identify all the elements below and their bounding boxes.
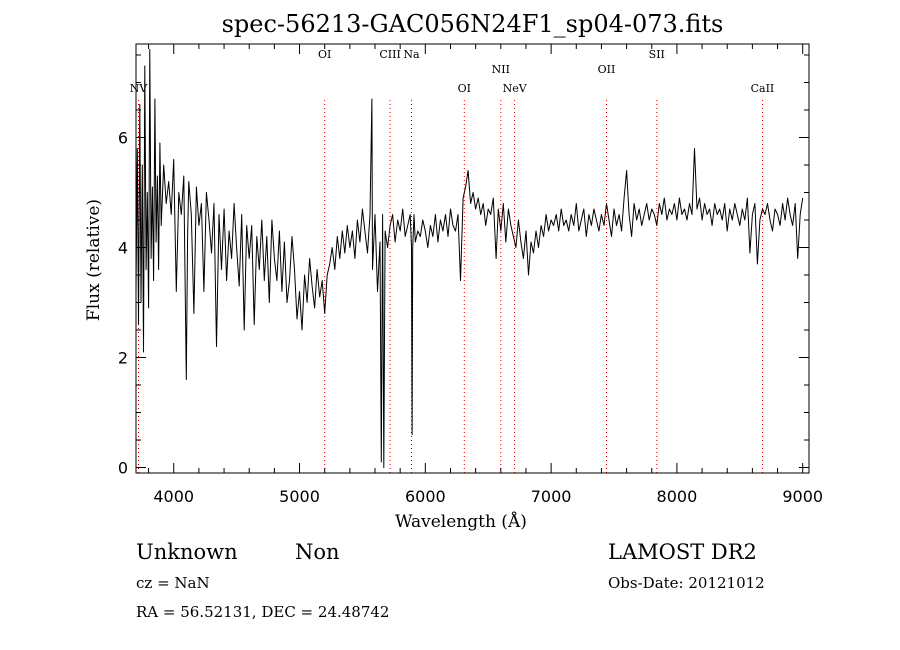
redshift-text: cz = NaN (136, 574, 210, 592)
class-label: Unknown (136, 540, 238, 564)
line-label-nv: NV (130, 82, 149, 95)
y-tick-label: 4 (118, 239, 128, 258)
line-label-nev: NeV (503, 82, 528, 95)
emission-line-markers: NV OI CIII Na OI NII NeV OII SII CaII (130, 48, 775, 473)
x-tick-label: 8000 (657, 487, 698, 506)
x-tick-label: 9000 (782, 487, 823, 506)
line-label-oi: OI (458, 82, 471, 95)
spectrum-line (135, 49, 804, 468)
axis-ticks (136, 44, 809, 473)
y-tick-label: 2 (118, 349, 128, 368)
line-label-caii: CaII (751, 82, 775, 95)
subclass-label: Non (295, 540, 340, 564)
tick-labels: 4000 5000 6000 7000 8000 9000 0 2 4 6 (118, 129, 823, 507)
line-label-oi: OI (318, 48, 331, 61)
coordinates-text: RA = 56.52131, DEC = 24.48742 (136, 603, 390, 621)
spectrum-layer (135, 49, 804, 468)
y-tick-label: 6 (118, 129, 128, 148)
observation-date: Obs-Date: 20121012 (608, 574, 765, 592)
line-label-nii: NII (492, 63, 510, 76)
x-tick-label: 7000 (531, 487, 572, 506)
line-label-oii: OII (598, 63, 616, 76)
plot-frame (135, 43, 810, 474)
line-label-na: Na (403, 48, 420, 61)
x-axis-label: Wavelength (Å) (395, 512, 527, 532)
line-label-sii: SII (649, 48, 665, 61)
x-tick-label: 5000 (279, 487, 320, 506)
line-label-ciii: CIII (379, 48, 400, 61)
x-tick-label: 4000 (153, 487, 194, 506)
chart-title: spec-56213-GAC056N24F1_sp04-073.fits (221, 10, 724, 38)
survey-label: LAMOST DR2 (608, 540, 757, 564)
y-tick-label: 0 (118, 459, 128, 478)
x-tick-label: 6000 (405, 487, 446, 506)
y-axis-label: Flux (relative) (84, 198, 104, 322)
